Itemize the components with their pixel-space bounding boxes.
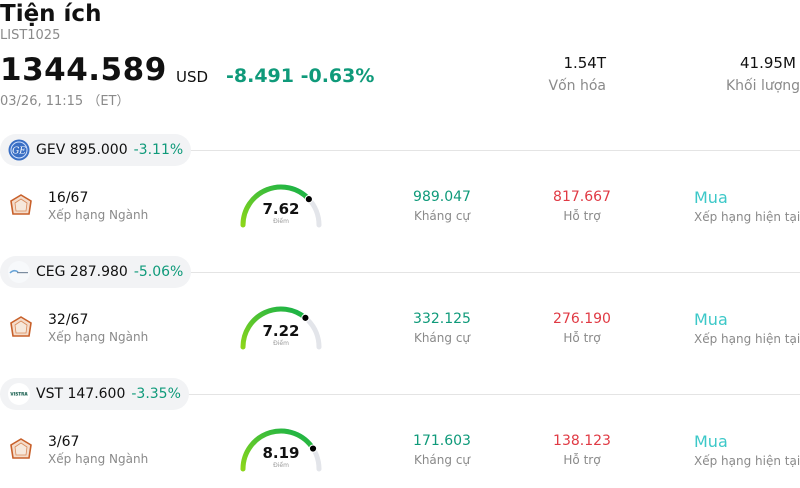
resistance-value: 332.125 (413, 311, 471, 327)
section-divider (0, 394, 800, 395)
page-title: Tiện ích (0, 1, 102, 27)
currency-label: USD (176, 68, 209, 86)
ge-logo-icon: GE (8, 139, 30, 161)
support-value: 276.190 (553, 311, 611, 327)
ticker-change-pct: -3.35% (131, 386, 181, 402)
index-price: 1344.589 (0, 52, 167, 88)
ticker-price: VST 147.600 (36, 386, 126, 402)
svg-text:VISTRA: VISTRA (10, 392, 28, 397)
current-rating-value[interactable]: Mua (694, 310, 728, 329)
score-value: 7.22 (262, 322, 300, 340)
score-value: 7.62 (262, 200, 300, 218)
volume-value: 41.95M (740, 54, 796, 72)
industry-rank-value: 16/67 (48, 190, 89, 206)
resistance-value: 171.603 (413, 433, 471, 449)
resistance-label: Kháng cự (413, 331, 471, 345)
current-rating-value[interactable]: Mua (694, 188, 728, 207)
section-divider (0, 150, 800, 151)
score-gauge (236, 180, 326, 230)
stock-chip[interactable]: GE GEV 895.000 -3.11% (0, 134, 192, 166)
constellation-logo-icon (8, 261, 30, 283)
pentagon-rank-icon (8, 315, 34, 341)
support-label: Hỗ trợ (563, 209, 601, 223)
current-rating-value[interactable]: Mua (694, 432, 728, 451)
industry-rank-label: Xếp hạng Ngành (48, 330, 149, 344)
score-label: Điểm (273, 340, 289, 347)
resistance-label: Kháng cự (413, 209, 471, 223)
industry-rank-label: Xếp hạng Ngành (48, 208, 149, 222)
pentagon-rank-icon (8, 193, 34, 219)
ticker-change-pct: -5.06% (133, 264, 184, 280)
market-cap-label: Vốn hóa (548, 78, 606, 94)
support-value: 817.667 (553, 189, 611, 205)
resistance-label: Kháng cự (413, 453, 471, 467)
current-rating-label: Xếp hạng hiện tại (694, 210, 800, 224)
volume-label: Khối lượng (726, 78, 800, 94)
list-code: LIST1025 (0, 28, 61, 43)
current-rating-label: Xếp hạng hiện tại (694, 454, 800, 468)
industry-rank-value: 3/67 (48, 434, 80, 450)
support-value: 138.123 (553, 433, 611, 449)
current-rating-label: Xếp hạng hiện tại (694, 332, 800, 346)
score-gauge (236, 302, 326, 352)
section-divider (0, 272, 800, 273)
pentagon-rank-icon (8, 437, 34, 463)
industry-rank-label: Xếp hạng Ngành (48, 452, 149, 466)
stock-chip[interactable]: CEG 287.980 -5.06% (0, 256, 192, 288)
ticker-change-pct: -3.11% (133, 142, 184, 158)
resistance-value: 989.047 (413, 189, 471, 205)
vistra-logo-icon: VISTRA (8, 383, 30, 405)
industry-rank-value: 32/67 (48, 312, 89, 328)
score-label: Điểm (273, 462, 289, 469)
score-label: Điểm (273, 218, 289, 225)
svg-text:GE: GE (12, 147, 26, 157)
support-label: Hỗ trợ (563, 453, 601, 467)
ticker-price: GEV 895.000 (36, 142, 128, 158)
score-gauge (236, 424, 326, 474)
support-label: Hỗ trợ (563, 331, 601, 345)
score-value: 8.19 (262, 444, 300, 462)
stock-chip[interactable]: VISTRA VST 147.600 -3.35% (0, 378, 189, 410)
market-cap-value: 1.54T (563, 54, 606, 72)
quote-timestamp: 03/26, 11:15 （ET） (0, 94, 130, 109)
price-change: -8.491 -0.63% (226, 65, 375, 87)
ticker-price: CEG 287.980 (36, 264, 128, 280)
